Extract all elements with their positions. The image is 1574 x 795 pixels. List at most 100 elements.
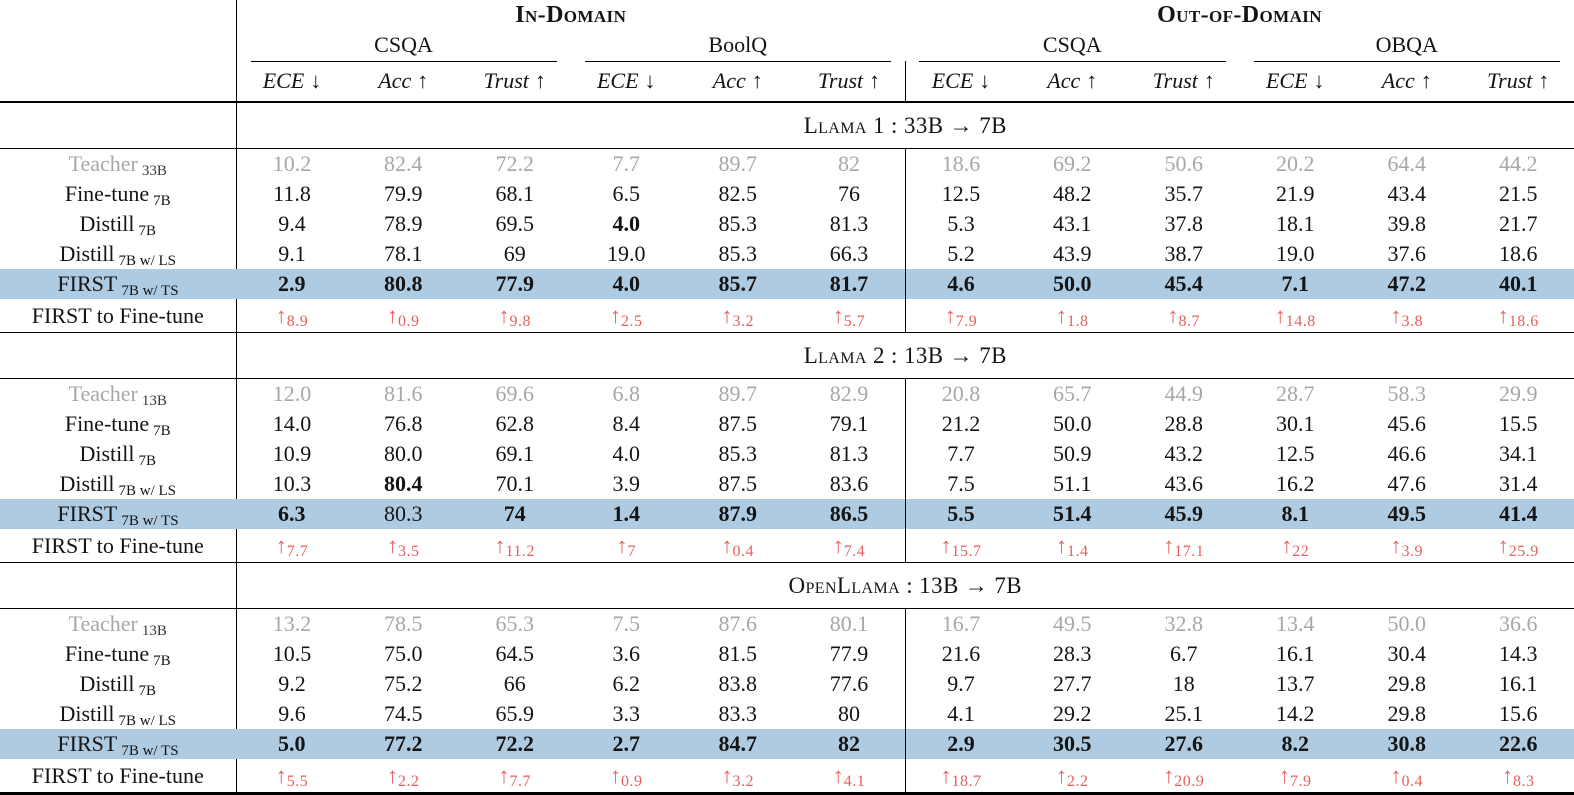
- data-cell: 31.4: [1499, 471, 1538, 496]
- data-cell: 80.3: [347, 499, 459, 529]
- best-value: 45.9: [1164, 501, 1204, 526]
- down-arrow-icon: ↓: [1313, 68, 1325, 93]
- delta-cell: ↑8.3: [1462, 759, 1574, 795]
- delta-cell: ↑7.9: [904, 299, 1017, 333]
- data-cell: 77.2: [347, 729, 459, 759]
- up-arrow-icon: ↑: [1390, 302, 1402, 328]
- data-cell: 3.6: [612, 641, 641, 666]
- data-cell: 65.9: [495, 701, 535, 726]
- up-arrow-icon: ↑: [275, 302, 287, 328]
- delta-cell: ↑1.8: [1016, 299, 1129, 333]
- delta-value: 14.8: [1285, 312, 1316, 330]
- data-cell: 77.6: [829, 671, 869, 696]
- method-name: Teacher: [68, 381, 138, 406]
- row-label: FIRST to Fine-tune: [0, 529, 237, 563]
- data-cell: 12.5: [904, 179, 1017, 209]
- metric-header-acc: Acc ↑: [682, 61, 794, 103]
- data-cell: 35.7: [1164, 181, 1204, 206]
- data-cell: 10.5: [272, 641, 312, 666]
- up-arrow-icon: ↑: [534, 68, 546, 93]
- delta-value: 18.7: [951, 772, 982, 790]
- delta-cell: ↑7.7: [459, 759, 571, 795]
- best-value: 86.5: [829, 501, 869, 526]
- data-cell: 38.7: [1164, 241, 1204, 266]
- data-cell: 41.4: [1462, 499, 1574, 529]
- section-band-row: OpenLlama : 13B → 7B: [0, 562, 1574, 609]
- best-value: 51.4: [1053, 501, 1092, 526]
- method-subscript: 7B w/ TS: [121, 513, 179, 529]
- data-cell: 50.6: [1164, 151, 1204, 176]
- data-cell: 29.2: [1053, 701, 1092, 726]
- data-cell: 50.0: [1387, 611, 1427, 636]
- data-cell: 65.7: [1053, 381, 1092, 406]
- data-cell: 28.3: [1053, 641, 1092, 666]
- data-cell: 21.6: [904, 639, 1017, 669]
- delta-cell: ↑7: [570, 529, 682, 563]
- method-subscript: 7B w/ LS: [118, 253, 177, 269]
- data-cell: 80.1: [829, 611, 869, 636]
- method-name: Distill: [59, 241, 115, 266]
- delta-cell: ↑3.2: [682, 759, 794, 795]
- data-cell: 16.1: [1499, 671, 1538, 696]
- data-cell: 7.5: [904, 469, 1017, 499]
- dataset-header-csqa-in: CSQA: [250, 29, 557, 62]
- best-value: 5.0: [278, 731, 306, 756]
- table-row: Teacher 13B 13.2 78.5 65.3 7.5 87.6 80.1 16.7 49.…: [0, 608, 1574, 639]
- data-cell: 82.9: [829, 381, 869, 406]
- method-name: Distill: [59, 701, 115, 726]
- best-value: 1.4: [612, 501, 641, 526]
- data-cell: 80.8: [347, 269, 459, 299]
- data-cell: 82.5: [718, 181, 758, 206]
- data-cell: 48.2: [1053, 181, 1092, 206]
- data-cell: 2.9: [904, 729, 1017, 759]
- data-cell: 62.8: [495, 411, 535, 436]
- delta-value: 11.2: [505, 542, 535, 560]
- data-cell: 19.0: [607, 241, 646, 266]
- delta-value: 22: [1292, 542, 1310, 560]
- delta-value: 3.2: [732, 772, 754, 790]
- data-cell: 29.8: [1387, 701, 1427, 726]
- up-arrow-icon: ↑: [1056, 532, 1068, 558]
- data-cell: 47.6: [1387, 471, 1427, 496]
- method-name: Fine-tune: [64, 181, 150, 206]
- data-cell: 21.2: [904, 409, 1017, 439]
- data-cell: 4.1: [904, 699, 1017, 729]
- up-arrow-icon: ↑: [751, 68, 763, 93]
- data-cell: 64.5: [495, 641, 535, 666]
- data-cell: 83.3: [718, 701, 758, 726]
- best-value: 7.1: [1281, 271, 1310, 296]
- metric-header-ece: ECE ↓: [1239, 61, 1352, 103]
- label-column-spacer: [0, 0, 237, 30]
- data-cell: 81.3: [829, 211, 869, 236]
- delta-cell: ↑3.8: [1351, 299, 1463, 333]
- label-column-spacer: [0, 61, 237, 103]
- data-cell: 18.6: [904, 148, 1017, 179]
- up-arrow-icon: ↑: [1502, 762, 1514, 788]
- best-value: 8.2: [1281, 731, 1310, 756]
- delta-cell: ↑15.7: [904, 529, 1017, 563]
- data-cell: 2.7: [570, 729, 682, 759]
- best-value: 45.4: [1164, 271, 1204, 296]
- metric-name: Acc: [378, 68, 412, 93]
- up-arrow-icon: ↑: [1420, 68, 1432, 93]
- method-name: FIRST to Fine-tune: [31, 532, 204, 558]
- data-cell: 4.0: [571, 209, 683, 239]
- data-cell: 72.2: [459, 729, 571, 759]
- data-cell: 45.6: [1387, 411, 1427, 436]
- delta-value: 8.9: [286, 312, 309, 330]
- up-arrow-icon: ↑: [1056, 762, 1068, 788]
- data-cell: 11.8: [273, 181, 311, 206]
- down-arrow-icon: ↓: [979, 68, 991, 93]
- data-cell: 10.9: [272, 441, 312, 466]
- data-cell: 37.8: [1164, 211, 1204, 236]
- up-arrow-icon: ↑: [275, 532, 287, 558]
- data-cell: 9.4: [278, 211, 306, 236]
- table-row: Distill 7B 10.9 80.0 69.1 4.0 85.3 81.3 7.7 50.9 4…: [0, 439, 1574, 469]
- data-cell: 66.3: [829, 241, 869, 266]
- metric-header-ece: ECE ↓: [236, 61, 348, 103]
- data-cell: 46.6: [1387, 441, 1427, 466]
- method-subscript: 7B w/ TS: [121, 743, 179, 759]
- data-cell: 7.7: [612, 151, 641, 176]
- data-cell: 6.2: [612, 671, 641, 696]
